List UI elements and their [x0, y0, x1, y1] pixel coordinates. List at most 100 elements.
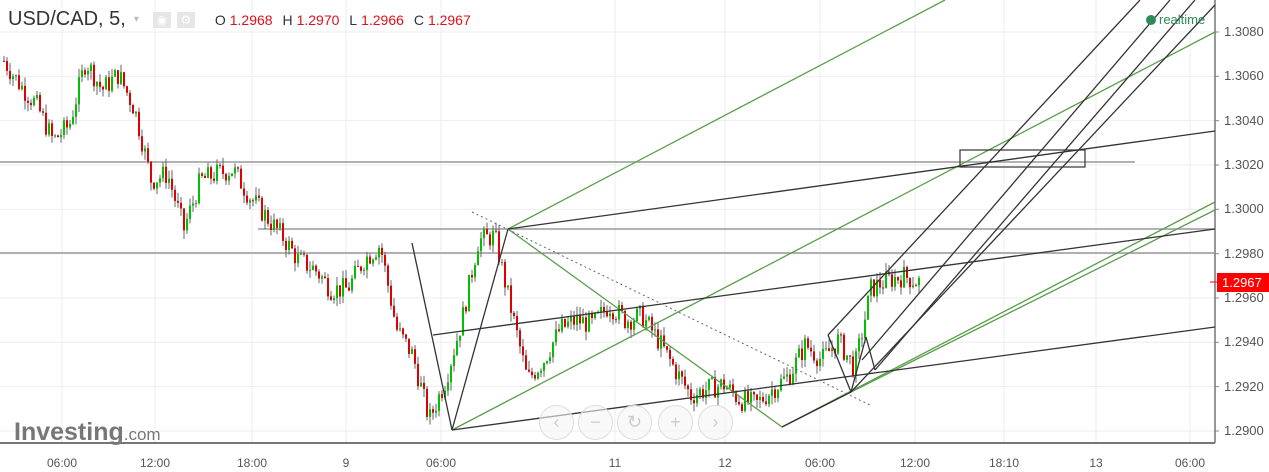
- x-tick-label: 12:00: [139, 456, 171, 470]
- candle-body: [873, 279, 875, 297]
- trendline: [451, 326, 1216, 431]
- candle-body: [336, 285, 338, 299]
- candle-body: [594, 312, 596, 319]
- candle-body: [282, 223, 284, 241]
- candle-body: [369, 256, 371, 264]
- candle-body: [771, 389, 773, 396]
- trendline: [411, 242, 453, 431]
- candle-body: [315, 265, 317, 272]
- scroll-right-button[interactable]: ›: [698, 405, 733, 440]
- candle-body: [642, 305, 644, 327]
- candle-body: [489, 234, 491, 246]
- candle-body: [48, 123, 50, 135]
- candle-body: [435, 410, 437, 413]
- candle-body: [345, 278, 347, 288]
- candle-body: [729, 384, 731, 388]
- candle-body: [219, 164, 221, 166]
- candle-body: [525, 355, 527, 370]
- candle-body: [780, 378, 782, 391]
- candle-body: [600, 306, 602, 312]
- candle-body: [477, 251, 479, 266]
- candle-body: [255, 195, 257, 201]
- candle-body: [147, 148, 149, 162]
- candle-body: [786, 374, 788, 377]
- candle-body: [252, 200, 254, 202]
- candle-body: [711, 377, 713, 379]
- candle-body: [45, 112, 47, 135]
- candle-body: [558, 329, 560, 332]
- candle-body: [867, 295, 869, 320]
- eye-icon[interactable]: ◉: [152, 11, 171, 28]
- candle-body: [180, 202, 182, 209]
- trendline: [451, 31, 1216, 431]
- candle-body: [330, 296, 332, 300]
- scroll-left-button[interactable]: ‹: [539, 405, 574, 440]
- high-label: H: [282, 11, 293, 28]
- candle-body: [27, 100, 29, 103]
- candle-body: [30, 102, 32, 106]
- candle-body: [462, 307, 464, 336]
- candle-body: [651, 316, 653, 331]
- x-tick-label: 18:10: [988, 456, 1020, 470]
- x-tick-label: 12: [718, 456, 732, 470]
- x-tick-label: 06:00: [46, 456, 78, 470]
- chevron-down-icon[interactable]: ▾: [133, 14, 139, 25]
- y-tick-label: 1.2900: [1224, 422, 1264, 438]
- candle-body: [225, 173, 227, 181]
- candle-body: [276, 219, 278, 228]
- candle-body: [87, 71, 89, 75]
- candle-body: [870, 279, 872, 296]
- gear-icon[interactable]: ⚙: [176, 11, 195, 28]
- y-tick-label: 1.3000: [1224, 201, 1264, 217]
- candle-body: [708, 378, 710, 391]
- candle-body: [138, 111, 140, 137]
- x-tick-label: 18:00: [236, 456, 268, 470]
- candle-body: [564, 318, 566, 327]
- candle-body: [846, 355, 848, 360]
- candle-body: [480, 238, 482, 252]
- open-value: 1.2968: [229, 11, 273, 28]
- candle-body: [903, 266, 905, 288]
- reset-button[interactable]: ↻: [617, 405, 652, 440]
- zoom-in-button[interactable]: +: [658, 405, 693, 440]
- symbol-title: USD/CAD, 5,: [8, 8, 126, 30]
- candle-body: [789, 374, 791, 385]
- candle-body: [3, 60, 5, 62]
- zoom-out-button[interactable]: −: [578, 405, 613, 440]
- y-tick-label: 1.2940: [1224, 334, 1264, 350]
- candle-body: [21, 85, 23, 90]
- candle-body: [258, 195, 260, 198]
- candle-body: [174, 189, 176, 201]
- candle-body: [321, 276, 323, 279]
- candle-body: [216, 164, 218, 181]
- candle-body: [204, 175, 206, 178]
- candle-body: [129, 92, 131, 106]
- candle-body: [432, 409, 434, 413]
- candle-body: [666, 346, 668, 350]
- trendline: [507, 130, 1216, 230]
- y-tick-label: 1.2980: [1224, 245, 1264, 261]
- candle-body: [753, 392, 755, 395]
- candle-body: [486, 228, 488, 235]
- candle-body: [768, 395, 770, 405]
- x-tick-label: 06:00: [804, 456, 836, 470]
- candle-body: [81, 70, 83, 78]
- candle-body: [366, 256, 368, 270]
- status-dot-icon: [1146, 14, 1156, 25]
- candle-body: [663, 335, 665, 347]
- candle-body: [636, 308, 638, 322]
- trendline: [850, 4, 1216, 393]
- candle-body: [285, 240, 287, 251]
- candle-body: [69, 123, 71, 128]
- candle-body: [261, 197, 263, 221]
- candle-body: [114, 70, 116, 77]
- candle-body: [690, 389, 692, 401]
- candle-body: [141, 136, 143, 152]
- candle-body: [222, 165, 224, 174]
- candle-body: [678, 371, 680, 380]
- candle-body: [414, 349, 416, 364]
- candle-body: [438, 394, 440, 411]
- candle-body: [372, 259, 374, 264]
- candle-body: [762, 396, 764, 402]
